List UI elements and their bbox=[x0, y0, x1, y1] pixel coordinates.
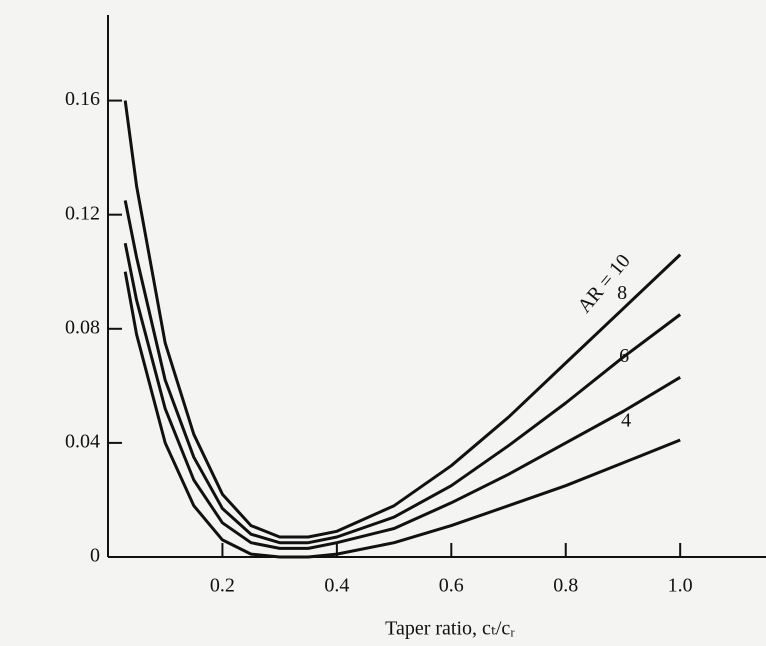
x-tick-label: 1.0 bbox=[668, 575, 693, 597]
series-label: 4 bbox=[621, 410, 631, 432]
y-tick-label: 0 bbox=[90, 545, 100, 567]
series-line bbox=[123, 242, 681, 550]
x-tick-label: 0.2 bbox=[210, 575, 235, 597]
x-axis-label: Taper ratio, cₜ/cᵣ bbox=[385, 618, 515, 640]
series-line bbox=[123, 100, 682, 539]
x-tick-label: 0.6 bbox=[439, 575, 464, 597]
x-tick-label: 0.8 bbox=[553, 575, 578, 597]
series-label: 8 bbox=[617, 282, 627, 304]
series-label: 6 bbox=[619, 345, 629, 367]
y-tick-label: 0.04 bbox=[65, 430, 100, 452]
y-tick-label: 0.12 bbox=[65, 202, 100, 224]
series-line bbox=[123, 200, 682, 545]
series-line bbox=[123, 271, 681, 559]
y-tick-label: 0.16 bbox=[65, 88, 100, 110]
x-tick-label: 0.4 bbox=[324, 575, 349, 597]
y-tick-label: 0.08 bbox=[65, 316, 100, 338]
